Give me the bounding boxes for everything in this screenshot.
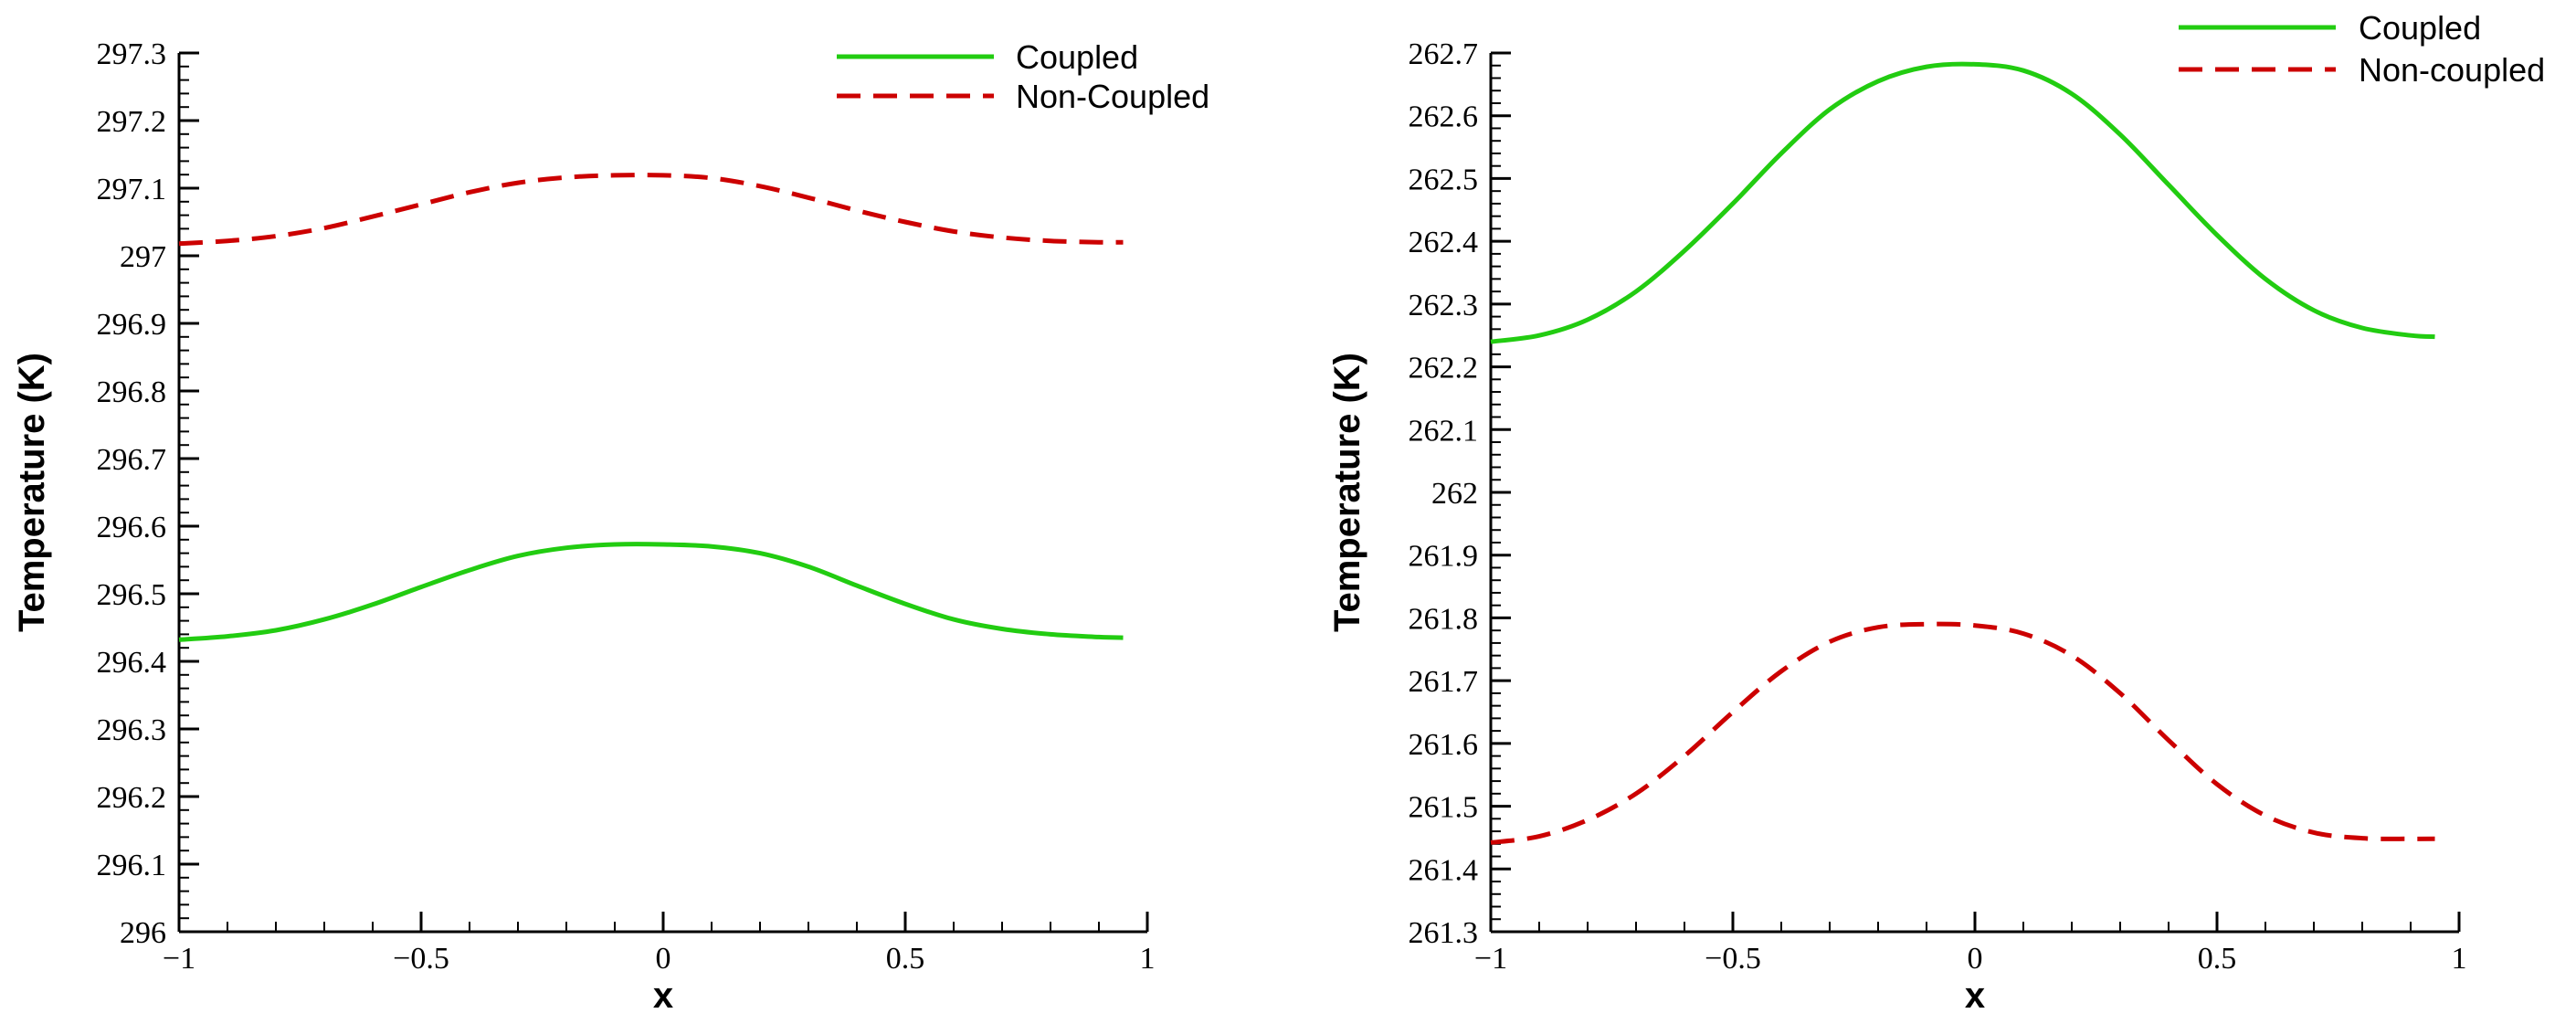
y-tick-label: 297	[120, 240, 166, 274]
y-tick-label: 296.5	[97, 578, 167, 612]
x-tick-label: −0.5	[393, 942, 449, 976]
x-axis-title: x	[1965, 976, 1985, 1016]
x-tick-label: 1	[2452, 942, 2467, 976]
series-line-coupled	[178, 542, 1124, 642]
y-tick-label: 296.6	[97, 511, 167, 544]
legend-label: Coupled	[2359, 9, 2481, 47]
y-tick-label: 262.6	[1409, 100, 1479, 134]
y-tick-label: 297.2	[97, 105, 167, 139]
series-line-coupled	[1490, 61, 2435, 344]
y-tick-label: 262	[1431, 477, 1478, 511]
y-tick-label: 296.3	[97, 713, 167, 747]
y-axis-title: Temperature (K)	[1327, 353, 1367, 632]
x-tick-label: 0.5	[886, 942, 925, 976]
y-tick-label: 296.2	[97, 781, 167, 815]
legend-label: Coupled	[1016, 38, 1138, 76]
series-line-non-coupled	[1490, 621, 2435, 845]
y-tick-label: 296.4	[97, 646, 167, 680]
y-tick-label: 296	[120, 916, 166, 950]
chart-1: 296 296.1 296.2 296.3 296.4 296.5 296.6 296.7 29…	[12, 37, 1209, 1016]
y-tick-label: 261.7	[1409, 665, 1479, 699]
y-tick-label: 262.2	[1409, 352, 1479, 385]
y-tick-label: 296.1	[97, 849, 167, 882]
y-tick-label: 296.7	[97, 443, 167, 477]
legend-label: Non-Coupled	[1016, 78, 1209, 115]
y-tick-label: 262.4	[1409, 226, 1479, 259]
x-tick-label: −1	[1474, 942, 1507, 976]
y-tick-label: 261.8	[1409, 602, 1479, 636]
x-axis-title: x	[653, 976, 673, 1016]
y-tick-label: 261.6	[1409, 728, 1479, 762]
y-tick-label: 297.3	[97, 37, 167, 71]
legend-label: Non-coupled	[2359, 51, 2545, 89]
y-tick-label: 297.1	[97, 173, 167, 206]
y-tick-label: 262.7	[1409, 37, 1479, 71]
x-tick-label: −0.5	[1705, 942, 1761, 976]
y-tick-label: 296.9	[97, 308, 167, 342]
chart-2: 261.3 261.4 261.5 261.6 261.7 261.8 261.9 262 26…	[1327, 9, 2545, 1016]
x-tick-label: 1	[1140, 942, 1156, 976]
y-tick-label: 261.4	[1409, 853, 1479, 887]
y-axis-title: Temperature (K)	[12, 353, 52, 632]
y-tick-label: 262.1	[1409, 414, 1479, 448]
y-tick-label: 296.8	[97, 375, 167, 409]
x-tick-label: 0.5	[2198, 942, 2237, 976]
series-line-non-coupled	[178, 173, 1124, 247]
y-tick-label: 262.5	[1409, 163, 1479, 196]
x-tick-label: 0	[1968, 942, 1983, 976]
x-tick-label: −1	[163, 942, 195, 976]
x-tick-label: 0	[656, 942, 671, 976]
y-tick-label: 261.5	[1409, 791, 1479, 825]
y-tick-label: 261.3	[1409, 916, 1479, 950]
y-tick-label: 261.9	[1409, 540, 1479, 574]
y-tick-label: 262.3	[1409, 289, 1479, 322]
